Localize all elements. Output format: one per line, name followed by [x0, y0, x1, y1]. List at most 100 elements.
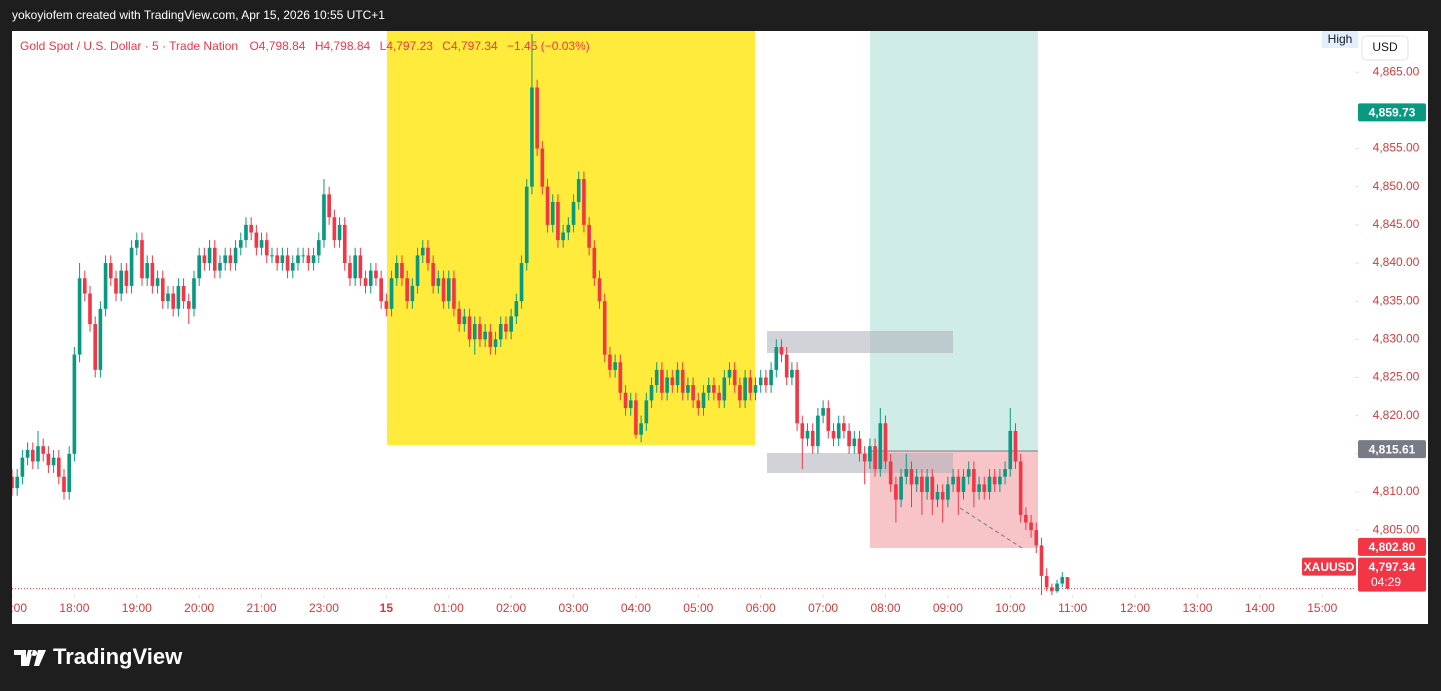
candle-body [660, 369, 664, 393]
candle-body [509, 316, 513, 332]
session-box [387, 31, 755, 445]
candle-body [478, 324, 482, 340]
close: C4,797.34 [442, 39, 498, 53]
candle-body [431, 263, 435, 286]
candle-body [691, 385, 695, 401]
candle-body [540, 148, 545, 187]
candle-body [1060, 577, 1065, 584]
candle-body [363, 278, 368, 286]
last-price-label: 4,797.34 [1369, 560, 1416, 574]
countdown: 04:29 [1371, 575, 1401, 589]
candle-body [644, 400, 649, 424]
candle-body [925, 476, 929, 492]
change: −1.45 (−0.03%) [507, 39, 590, 53]
candle-body [956, 476, 961, 492]
candle-body [181, 285, 186, 302]
candle-body [628, 400, 633, 409]
candle-body [129, 247, 134, 286]
candle-body [327, 194, 331, 218]
candle-body [597, 278, 602, 302]
demand-box [767, 453, 953, 473]
candle-body [935, 491, 940, 500]
target-zone [870, 31, 1038, 451]
candle-body [311, 255, 316, 264]
candle-body [706, 385, 711, 393]
candle-body [88, 293, 92, 325]
currency[interactable]: USD [1372, 40, 1398, 54]
x-tick-label: 01:00 [434, 601, 464, 615]
candle-body [920, 476, 924, 492]
candle-body [342, 224, 347, 264]
candle-body [571, 201, 576, 225]
candle-body [285, 255, 290, 271]
candle-body [524, 186, 529, 264]
candle-body [186, 301, 191, 309]
candle-body [504, 324, 508, 332]
x-tick-label: 19:00 [122, 601, 152, 615]
candle-body [103, 263, 108, 309]
x-tick-label: 15:00 [1307, 601, 1337, 615]
candle-body [1013, 430, 1018, 462]
x-tick-label: 04:00 [621, 601, 651, 615]
x-tick-label: 11:00 [1058, 601, 1087, 615]
candle-body [223, 255, 227, 264]
candle-body [56, 457, 61, 477]
path-line [959, 507, 1023, 549]
candle-body [634, 400, 638, 435]
candle-body [784, 354, 789, 378]
candle-body [280, 255, 285, 264]
candle-body [197, 255, 201, 279]
candle-body [374, 270, 378, 279]
candle-body [639, 423, 643, 435]
x-tick-label: 14:00 [1245, 601, 1275, 615]
candle-body [779, 346, 784, 355]
legend: Gold Spot / U.S. Dollar · 5 · Trade Nati… [20, 39, 590, 53]
price-tag [1358, 440, 1426, 459]
x-tick-label: 18:00 [59, 601, 89, 615]
candle-body [618, 362, 623, 393]
candle-body [472, 324, 477, 340]
candle-body [30, 449, 35, 462]
currency-button[interactable] [1361, 35, 1409, 61]
x-tick-label: 10:00 [995, 601, 1025, 615]
candle-body [623, 392, 628, 409]
candle-body [1039, 545, 1044, 576]
candle-body [1065, 577, 1070, 589]
y-tick-label: 4,825.00 [1373, 370, 1420, 384]
candle-body [124, 270, 129, 286]
candle-body [675, 369, 680, 386]
candle-body [192, 278, 196, 309]
candle-body [160, 278, 165, 302]
symbol-tag-label: XAUUSD [1304, 560, 1355, 574]
candle-body [1029, 522, 1033, 531]
candle-body [587, 224, 591, 248]
candle-body [82, 278, 87, 294]
candle-body [145, 263, 150, 279]
candle-body [322, 194, 326, 241]
candle-body [254, 232, 259, 248]
candle-body [873, 446, 877, 470]
candle-body [972, 469, 976, 492]
x-tick-label: 09:00 [933, 601, 963, 615]
candle-body [67, 453, 72, 492]
candle-body [852, 438, 857, 447]
candle-body [93, 324, 98, 370]
candle-body [1044, 575, 1049, 588]
candle-body [51, 457, 56, 466]
candle-body [1003, 469, 1007, 477]
candle-body [748, 377, 753, 393]
x-tick-label: 06:00 [746, 601, 776, 615]
x-tick-label: 05:00 [683, 601, 713, 615]
candle-body [831, 430, 836, 439]
candle-body [582, 179, 586, 225]
drawings [387, 31, 1038, 549]
candle-body [535, 87, 539, 149]
candle-body [894, 484, 898, 500]
candle-body [275, 255, 279, 264]
candle-body [665, 377, 669, 393]
candle-body [680, 369, 685, 393]
candle-body [394, 263, 399, 279]
candle-body [1024, 514, 1028, 523]
